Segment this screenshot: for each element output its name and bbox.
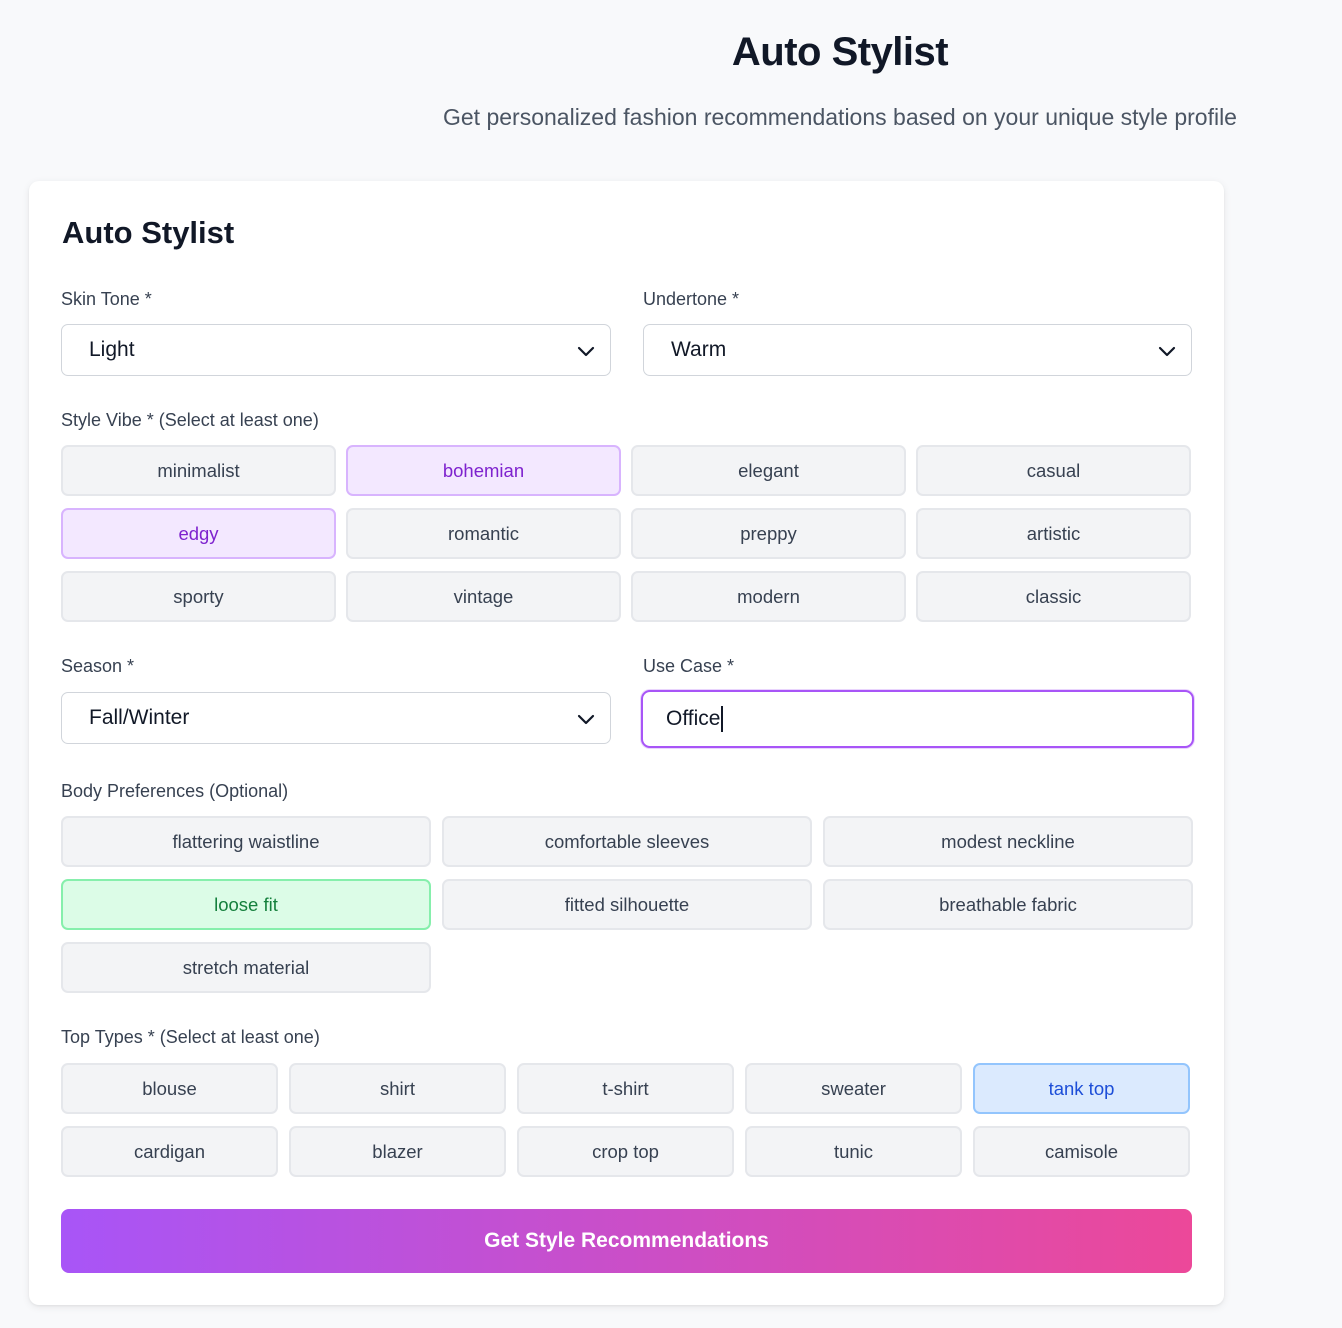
body-pref-chip-loose-fit[interactable]: loose fit (61, 879, 431, 930)
style-vibe-chip-minimalist[interactable]: minimalist (61, 445, 336, 496)
season-select[interactable]: Fall/Winter (61, 692, 611, 744)
top-type-chip-camisole[interactable]: camisole (973, 1126, 1190, 1177)
chevron-down-icon (577, 714, 595, 725)
style-vibe-chip-elegant[interactable]: elegant (631, 445, 906, 496)
use-case-value: Office (666, 707, 721, 730)
skin-tone-label: Skin Tone * (61, 289, 152, 309)
top-type-chip-t-shirt[interactable]: t-shirt (517, 1063, 734, 1114)
use-case-input[interactable]: Office (641, 690, 1194, 748)
top-type-chip-sweater[interactable]: sweater (745, 1063, 962, 1114)
chevron-down-icon (1158, 346, 1176, 357)
get-recommendations-button[interactable]: Get Style Recommendations (61, 1209, 1192, 1273)
style-vibe-chip-vintage[interactable]: vintage (346, 571, 621, 622)
top-type-chip-blouse[interactable]: blouse (61, 1063, 278, 1114)
top-types-label: Top Types * (Select at least one) (61, 1027, 320, 1047)
season-label: Season * (61, 656, 135, 676)
season-value: Fall/Winter (89, 706, 190, 729)
page-title: Auto Stylist (731, 30, 949, 74)
style-vibe-chip-preppy[interactable]: preppy (631, 508, 906, 559)
top-type-chip-shirt[interactable]: shirt (289, 1063, 506, 1114)
use-case-label: Use Case * (643, 656, 735, 676)
body-pref-chip-modest-neckline[interactable]: modest neckline (823, 816, 1193, 867)
undertone-label: Undertone * (643, 289, 740, 309)
skin-tone-value: Light (89, 338, 135, 361)
style-vibe-chip-artistic[interactable]: artistic (916, 508, 1191, 559)
text-caret (721, 706, 724, 732)
skin-tone-select[interactable]: Light (61, 324, 611, 376)
form-title: Auto Stylist (62, 215, 235, 250)
style-vibe-chip-romantic[interactable]: romantic (346, 508, 621, 559)
style-vibe-chip-modern[interactable]: modern (631, 571, 906, 622)
undertone-value: Warm (671, 338, 727, 361)
top-type-chip-tank-top[interactable]: tank top (973, 1063, 1190, 1114)
body-preferences-label: Body Preferences (Optional) (61, 781, 289, 801)
body-pref-chip-flattering-waistline[interactable]: flattering waistline (61, 816, 431, 867)
style-vibe-chip-casual[interactable]: casual (916, 445, 1191, 496)
top-type-chip-crop-top[interactable]: crop top (517, 1126, 734, 1177)
undertone-select[interactable]: Warm (643, 324, 1192, 376)
style-vibe-chip-bohemian[interactable]: bohemian (346, 445, 621, 496)
style-vibe-label: Style Vibe * (Select at least one) (61, 410, 319, 430)
style-vibe-chip-edgy[interactable]: edgy (61, 508, 336, 559)
style-vibe-chip-classic[interactable]: classic (916, 571, 1191, 622)
body-pref-chip-stretch-material[interactable]: stretch material (61, 942, 431, 993)
page-subtitle: Get personalized fashion recommendations… (443, 104, 1237, 130)
top-type-chip-blazer[interactable]: blazer (289, 1126, 506, 1177)
top-type-chip-tunic[interactable]: tunic (745, 1126, 962, 1177)
top-type-chip-cardigan[interactable]: cardigan (61, 1126, 278, 1177)
body-pref-chip-fitted-silhouette[interactable]: fitted silhouette (442, 879, 812, 930)
chevron-down-icon (577, 346, 595, 357)
stylist-form-card: Auto Stylist Skin Tone * Light Undertone… (29, 181, 1224, 1305)
body-pref-chip-breathable-fabric[interactable]: breathable fabric (823, 879, 1193, 930)
style-vibe-chip-sporty[interactable]: sporty (61, 571, 336, 622)
body-pref-chip-comfortable-sleeves[interactable]: comfortable sleeves (442, 816, 812, 867)
